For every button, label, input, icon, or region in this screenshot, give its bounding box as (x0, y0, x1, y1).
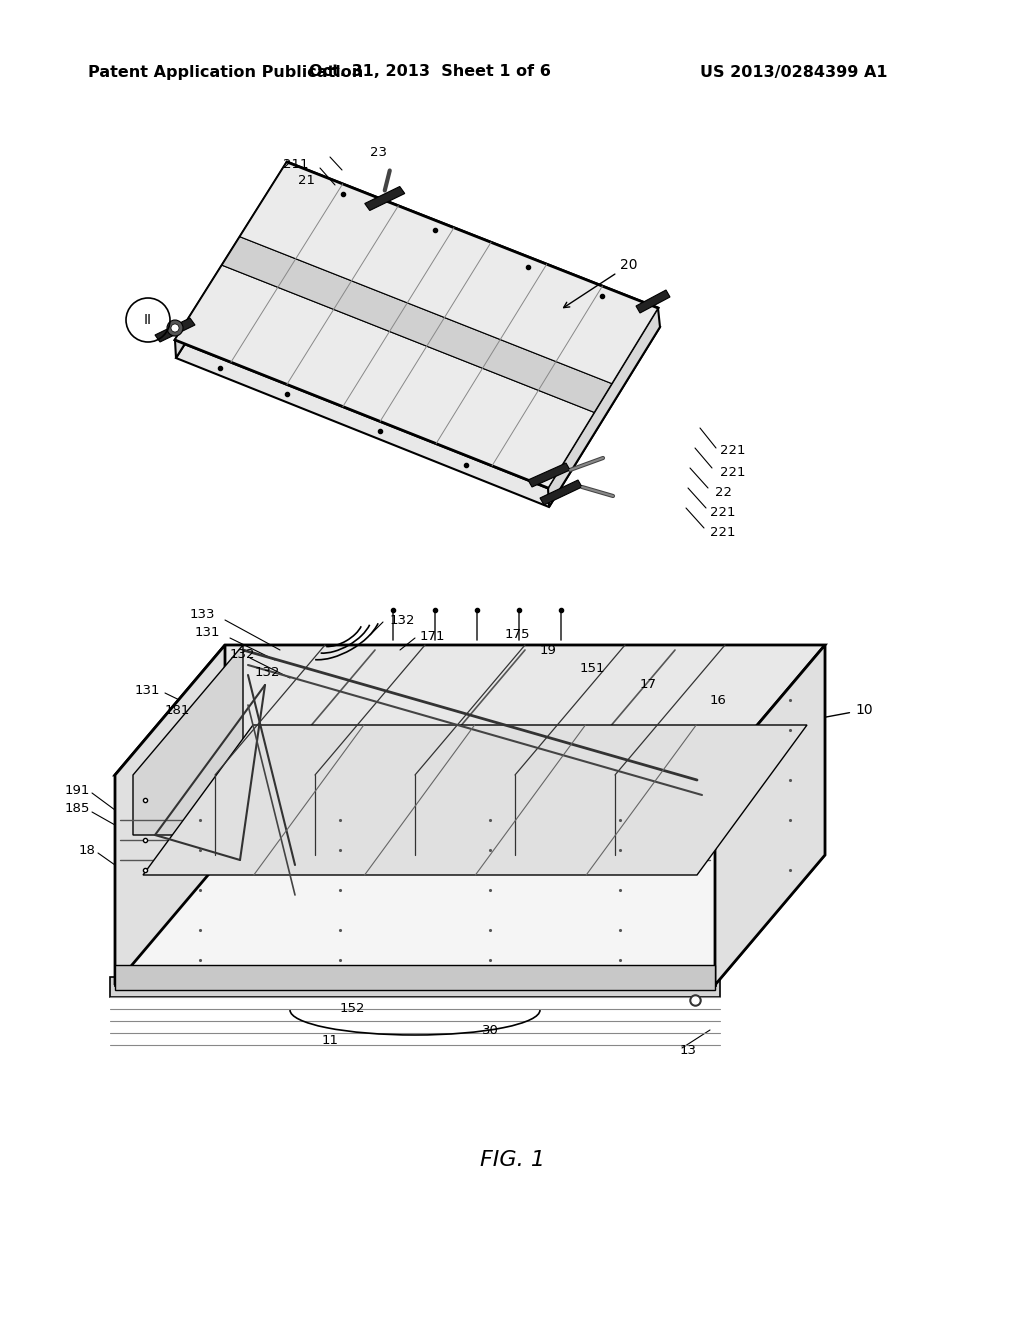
Text: US 2013/0284399 A1: US 2013/0284399 A1 (700, 65, 888, 79)
Polygon shape (175, 162, 658, 488)
Polygon shape (240, 162, 658, 384)
Polygon shape (365, 186, 404, 210)
Text: 133: 133 (189, 609, 215, 622)
Polygon shape (528, 463, 570, 487)
Polygon shape (110, 977, 720, 997)
Polygon shape (175, 265, 594, 488)
Polygon shape (636, 290, 670, 313)
Text: 20: 20 (563, 257, 638, 308)
Polygon shape (225, 645, 825, 855)
Text: 16: 16 (710, 693, 727, 706)
Polygon shape (115, 965, 715, 990)
Polygon shape (176, 180, 660, 507)
Polygon shape (222, 236, 611, 412)
Text: FIG. 1: FIG. 1 (479, 1150, 545, 1170)
Text: 152: 152 (340, 1002, 366, 1015)
Text: 131: 131 (195, 626, 220, 639)
Polygon shape (115, 645, 825, 775)
Text: 18: 18 (78, 843, 95, 857)
Polygon shape (175, 162, 288, 358)
Text: 132: 132 (390, 614, 416, 627)
Polygon shape (155, 318, 195, 342)
Text: 185: 185 (65, 801, 90, 814)
Text: II: II (144, 313, 152, 327)
Text: 221: 221 (710, 525, 735, 539)
Text: 151: 151 (580, 661, 605, 675)
Text: 211: 211 (283, 158, 308, 172)
Text: 221: 221 (720, 466, 745, 479)
Text: 132: 132 (255, 665, 280, 678)
Polygon shape (715, 645, 825, 985)
Circle shape (167, 319, 183, 337)
Text: 221: 221 (710, 506, 735, 519)
Text: 171: 171 (420, 630, 445, 643)
Polygon shape (115, 645, 225, 985)
Text: 191: 191 (65, 784, 90, 796)
Text: 221: 221 (720, 444, 745, 457)
Text: 10: 10 (814, 704, 872, 721)
Text: 131: 131 (134, 684, 160, 697)
Text: 132: 132 (229, 648, 255, 661)
Text: 11: 11 (322, 1034, 339, 1047)
Text: 19: 19 (540, 644, 557, 656)
Polygon shape (115, 855, 825, 985)
Polygon shape (548, 308, 660, 507)
Text: Patent Application Publication: Patent Application Publication (88, 65, 364, 79)
Text: 23: 23 (370, 145, 387, 158)
Text: 175: 175 (505, 628, 530, 642)
Text: 181: 181 (165, 704, 190, 717)
Polygon shape (115, 775, 715, 985)
Text: Oct. 31, 2013  Sheet 1 of 6: Oct. 31, 2013 Sheet 1 of 6 (309, 65, 551, 79)
Text: 22: 22 (715, 487, 732, 499)
Text: 21: 21 (298, 173, 315, 186)
Polygon shape (133, 645, 243, 836)
Polygon shape (540, 480, 582, 506)
Polygon shape (143, 725, 807, 875)
Circle shape (171, 323, 179, 333)
Text: 30: 30 (481, 1023, 499, 1036)
Text: 13: 13 (680, 1044, 697, 1056)
Text: 17: 17 (640, 678, 657, 692)
